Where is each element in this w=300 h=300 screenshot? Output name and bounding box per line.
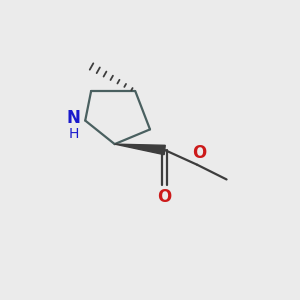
Text: N: N [67,109,80,127]
Text: H: H [68,127,79,141]
Polygon shape [115,144,165,155]
Text: O: O [192,144,207,162]
Text: O: O [158,188,172,206]
